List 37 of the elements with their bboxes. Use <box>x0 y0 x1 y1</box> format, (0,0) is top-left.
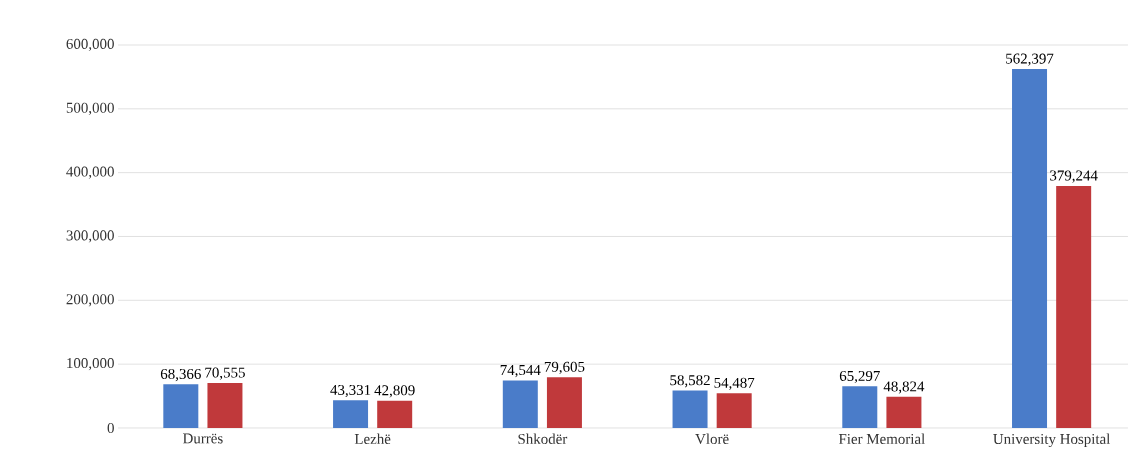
y-tick-label: 400,000 <box>66 166 114 179</box>
x-tick-label: Vlorë <box>695 433 729 445</box>
bar <box>163 384 199 428</box>
data-label: 48,824 <box>883 381 925 394</box>
bar <box>377 400 413 428</box>
data-label: 70,555 <box>205 367 245 380</box>
bar <box>1056 185 1092 428</box>
data-label: 54,487 <box>714 377 755 390</box>
y-tick-label: 100,000 <box>67 358 114 371</box>
y-tick-label: 600,000 <box>66 38 114 52</box>
data-label: 74,544 <box>500 365 541 378</box>
x-tick-label: Lezhë <box>354 433 391 445</box>
y-tick-label: 200,000 <box>66 294 114 307</box>
bar <box>716 393 752 428</box>
x-tick-label: University Hospital <box>993 433 1111 448</box>
bar <box>207 382 243 428</box>
x-tick-label: Durrës <box>182 433 223 444</box>
y-tick-label: 500,000 <box>66 102 114 115</box>
data-label: 379,244 <box>1050 170 1098 183</box>
data-label: 43,331 <box>330 384 371 398</box>
y-tick-label: 0 <box>107 422 114 434</box>
data-label: 42,809 <box>374 385 415 398</box>
bar <box>502 380 538 428</box>
data-label: 68,366 <box>160 368 201 382</box>
data-label: 562,397 <box>1006 53 1054 66</box>
bar <box>1012 68 1048 428</box>
data-label: 58,582 <box>670 375 710 388</box>
data-label: 79,605 <box>544 361 585 374</box>
data-label: 65,297 <box>839 370 880 384</box>
x-tick-label: Shkodër <box>518 433 568 445</box>
bar <box>886 396 922 428</box>
bar <box>333 400 369 428</box>
bar <box>546 377 582 428</box>
y-tick-label: 300,000 <box>66 230 114 243</box>
bar <box>672 390 708 428</box>
bar <box>842 386 878 428</box>
x-tick-label: Fier Memorial <box>838 433 925 445</box>
